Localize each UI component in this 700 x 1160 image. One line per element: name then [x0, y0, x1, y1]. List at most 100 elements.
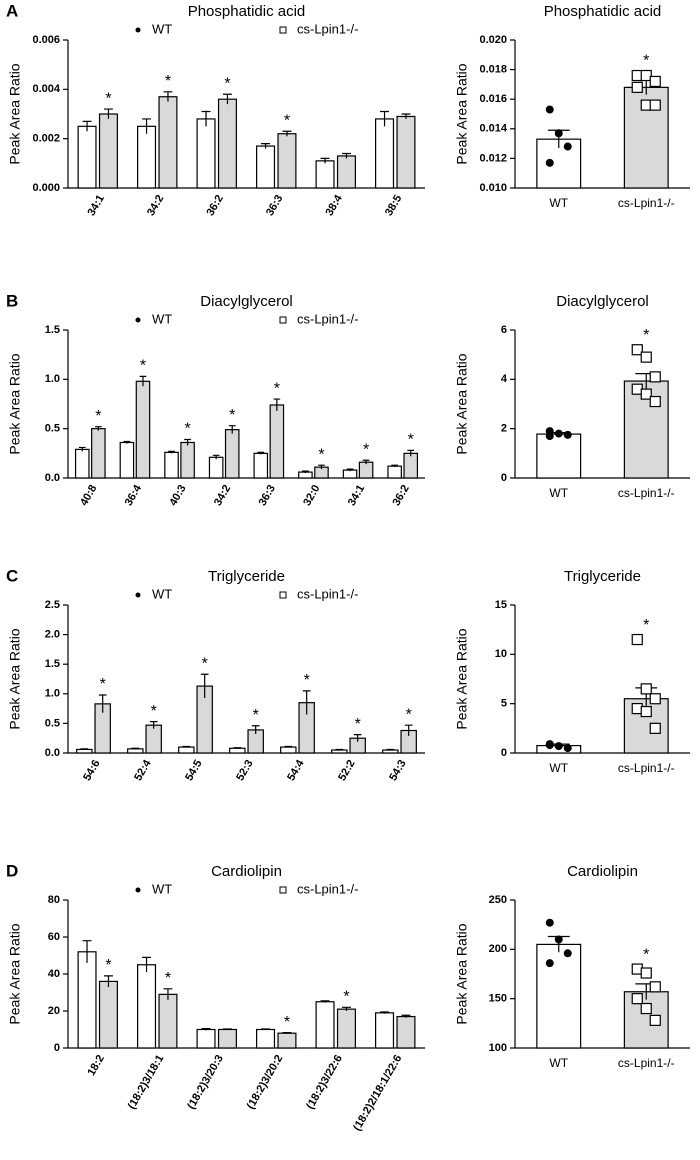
- x-tick-label: 52:4: [132, 757, 154, 783]
- chart-title: Phosphatidic acid: [544, 3, 662, 20]
- data-point: [649, 693, 661, 705]
- y-tick-label: 250: [489, 894, 507, 906]
- error-bar: [380, 1011, 390, 1014]
- data-point: [640, 1002, 652, 1015]
- y-axis-label: Peak Area Ratio: [454, 63, 470, 164]
- chart-title: Triglyceride: [208, 568, 285, 585]
- y-tick-label: 0.014: [479, 123, 507, 135]
- bar: [137, 964, 157, 1049]
- significance: *: [274, 380, 280, 397]
- error-bar: [94, 426, 102, 431]
- significance: *: [165, 73, 171, 90]
- bar: [137, 125, 157, 189]
- y-tick-label: 0: [54, 1042, 60, 1054]
- error-bar: [201, 1027, 211, 1031]
- bar: [336, 1008, 356, 1049]
- bar: [623, 991, 669, 1049]
- y-tick-label: 0.006: [32, 34, 60, 46]
- error-bar: [404, 724, 413, 736]
- significance: *: [363, 441, 369, 458]
- bar: [145, 724, 162, 754]
- bar: [208, 456, 224, 479]
- bar: [253, 452, 269, 479]
- significance: *: [284, 112, 290, 129]
- error-bar: [362, 459, 370, 465]
- bar: [98, 113, 118, 189]
- significance: *: [202, 655, 208, 672]
- significance: *: [643, 617, 649, 634]
- significance: *: [408, 432, 414, 449]
- error-bar: [257, 451, 265, 455]
- x-tick-label: 32:0: [301, 483, 322, 508]
- error-bar: [139, 375, 147, 387]
- bar: [396, 1015, 416, 1049]
- y-tick-label: 60: [48, 931, 60, 943]
- error-bar: [182, 745, 191, 748]
- x-tick-label: WT: [549, 486, 568, 500]
- y-tick-label: 150: [489, 993, 507, 1005]
- y-tick-label: 1.5: [45, 658, 60, 670]
- significance: *: [318, 446, 324, 463]
- bar: [224, 429, 240, 479]
- error-bar: [251, 725, 260, 735]
- x-tick-label: 38:4: [323, 192, 345, 218]
- y-tick-label: 0: [501, 747, 507, 759]
- significance: *: [643, 946, 649, 963]
- significance: *: [95, 408, 101, 425]
- chart-title: Phosphatidic acid: [188, 3, 306, 20]
- bar: [396, 115, 416, 189]
- y-tick-label: 0.018: [479, 64, 507, 76]
- x-tick-label: WT: [549, 196, 568, 210]
- data-point: [640, 388, 652, 400]
- error-bar: [163, 91, 173, 102]
- error-bar: [341, 152, 351, 159]
- panel-letter: A: [6, 1, 18, 20]
- bar: [77, 951, 97, 1049]
- data-point: [545, 158, 554, 167]
- data-point: [631, 81, 643, 93]
- y-tick-label: 0: [501, 472, 507, 484]
- error-bar: [335, 748, 344, 751]
- legend-label: WT: [152, 311, 172, 326]
- x-tick-label: (18:2)3/20:3: [185, 1053, 226, 1111]
- y-tick-label: 0.020: [479, 34, 507, 46]
- error-bar: [282, 1032, 292, 1034]
- bar: [178, 746, 195, 754]
- significance: *: [643, 327, 649, 344]
- error-bar: [391, 464, 399, 468]
- legend-label: cs-Lpin1-/-: [297, 21, 358, 36]
- bar: [196, 1028, 216, 1049]
- y-tick-label: 20: [48, 1005, 60, 1017]
- chart-title: Cardiolipin: [211, 863, 282, 880]
- x-tick-label: 34:1: [85, 193, 106, 218]
- significance: *: [105, 90, 111, 107]
- legend-marker: [279, 591, 287, 599]
- significance: *: [140, 358, 146, 375]
- error-bar: [78, 446, 86, 452]
- x-tick-label: 54:5: [183, 758, 204, 783]
- error-bar: [103, 108, 113, 119]
- panel-letter: B: [6, 291, 18, 310]
- data-point: [563, 949, 572, 958]
- x-tick-label: (18:2)3/22:6: [304, 1053, 345, 1111]
- data-point: [563, 142, 572, 151]
- y-tick-label: 0.012: [479, 152, 507, 164]
- error-bar: [346, 468, 354, 472]
- data-point: [640, 351, 652, 363]
- bar: [336, 155, 356, 189]
- error-bar: [131, 747, 140, 750]
- chart-title: Diacylglycerol: [556, 293, 649, 310]
- chart-title: Diacylglycerol: [200, 293, 293, 310]
- y-tick-label: 2.0: [45, 629, 60, 641]
- error-bar: [168, 450, 175, 454]
- bar: [119, 441, 135, 479]
- bar: [158, 96, 178, 189]
- bar: [315, 1001, 335, 1049]
- bar: [91, 428, 106, 479]
- x-tick-label: 54:6: [81, 758, 102, 783]
- legend-marker: [135, 317, 141, 323]
- legend-label: WT: [152, 586, 172, 601]
- y-tick-label: 0.5: [45, 423, 60, 435]
- x-tick-label: 54:3: [387, 758, 408, 783]
- error-bar: [149, 721, 158, 729]
